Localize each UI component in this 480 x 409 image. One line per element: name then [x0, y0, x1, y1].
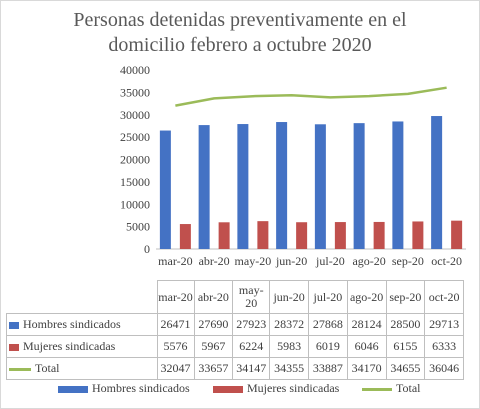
table-series-label: Total [35, 361, 60, 375]
data-table: mar-20 abr-20 may-20 jun-20 jul-20 ago-20 sep-… [6, 280, 464, 380]
table-cell: 6046 [346, 335, 387, 358]
legend-label: Hombres sindicados [92, 381, 190, 395]
legend-swatch [58, 385, 88, 393]
x-tick-label: sep-20 [392, 254, 424, 268]
table-cell: 6155 [385, 335, 426, 358]
bar-mujeres [257, 221, 269, 249]
table-cell: 6224 [232, 335, 271, 358]
table-cell: 34655 [385, 357, 426, 380]
bar-hombres [237, 124, 249, 249]
y-tick-label: 10000 [120, 197, 150, 211]
table-cell: 5576 [156, 335, 195, 358]
bar-hombres [198, 125, 210, 249]
table-row: Mujeres sindicadas 5576 5967 6224 5983 6019 60… [6, 335, 464, 358]
table-cell: 28124 [346, 313, 387, 336]
table-series-name: Total [6, 357, 158, 380]
table-header-cell: jun-20 [269, 280, 309, 314]
table-cell: 28500 [385, 313, 426, 336]
table-cell: 28372 [269, 313, 309, 336]
chart-plot: 0 5000 10000 15000 20000 25000 30000 35000 40000… [120, 63, 466, 268]
table-cell: 6333 [424, 335, 464, 358]
chart-title: Personas detenidas preventivamente en el… [0, 8, 480, 58]
table-corner [6, 280, 158, 314]
legend-swatch [362, 387, 392, 391]
legend-item: Mujeres sindicadas [213, 381, 339, 396]
table-header-cell: ago-20 [346, 280, 387, 314]
legend-label: Mujeres sindicadas [247, 381, 340, 395]
table-header-cell: abr-20 [193, 280, 234, 314]
table-header-cell: oct-20 [424, 280, 464, 314]
y-tick-label: 20000 [120, 153, 150, 167]
series-key-swatch [9, 321, 19, 329]
table-series-name: Hombres sindicados [6, 313, 158, 336]
table-header-cell: sep-20 [385, 280, 426, 314]
legend-label: Total [396, 381, 421, 395]
table-cell: 34147 [232, 357, 271, 380]
table-cell: 5967 [193, 335, 234, 358]
table-cell: 36046 [424, 357, 464, 380]
x-tick-label: jun-20 [275, 254, 307, 268]
table-cell: 34355 [269, 357, 309, 380]
y-tick-label: 40000 [120, 63, 150, 77]
bar-mujeres [412, 221, 424, 249]
y-tick-label: 30000 [120, 108, 150, 122]
table-cell: 34170 [346, 357, 387, 380]
bar-hombres [276, 122, 288, 249]
table-cell: 32047 [156, 357, 195, 380]
bar-mujeres [218, 222, 230, 249]
table-series-name: Mujeres sindicadas [6, 335, 158, 358]
y-tick-label: 5000 [126, 220, 150, 234]
series-key-swatch [9, 367, 31, 371]
chart-title-line-1: Personas detenidas preventivamente en el [73, 9, 407, 31]
bar-hombres [314, 124, 326, 249]
table-cell: 29713 [424, 313, 464, 336]
bar-hombres [392, 121, 404, 249]
table-cell: 27923 [232, 313, 271, 336]
legend-item: Total [362, 381, 421, 396]
bar-mujeres [334, 222, 346, 249]
bar-mujeres [179, 224, 191, 249]
y-tick-label: 35000 [120, 85, 150, 99]
bar-hombres [431, 116, 443, 249]
x-tick-label: mar-20 [158, 254, 192, 268]
table-series-label: Hombres sindicados [23, 317, 121, 331]
table-cell: 27690 [193, 313, 234, 336]
series-line-total [175, 86, 447, 107]
bar-mujeres [451, 220, 463, 249]
table-series-label: Mujeres sindicadas [23, 339, 116, 353]
x-tick-label: abr-20 [199, 254, 230, 268]
bar-hombres [159, 130, 171, 249]
table-header-cell: jul-20 [308, 280, 348, 314]
x-tick-label: ago-20 [352, 254, 385, 268]
table-cell: 26471 [156, 313, 195, 336]
table-cell: 27868 [308, 313, 348, 336]
bar-mujeres [296, 222, 308, 249]
y-tick-label: 15000 [120, 175, 150, 189]
table-cell: 33887 [308, 357, 348, 380]
legend-item: Hombres sindicados [58, 381, 190, 396]
table-row: Total 32047 33657 34147 34355 33887 34170 34655… [6, 357, 464, 380]
table-row: Hombres sindicados 26471 27690 27923 28372 27… [6, 313, 464, 336]
x-tick-label: oct-20 [431, 254, 462, 268]
table-header-cell: may-20 [232, 280, 271, 314]
bar-hombres [353, 123, 365, 249]
legend-swatch [213, 385, 243, 393]
table-cell: 5983 [269, 335, 309, 358]
x-tick-label: jul-20 [315, 254, 345, 268]
table-header-cell: mar-20 [156, 280, 195, 314]
y-tick-label: 25000 [120, 130, 150, 144]
x-tick-label: may-20 [235, 254, 272, 268]
bar-mujeres [373, 221, 385, 249]
y-tick-label: 0 [144, 242, 150, 256]
table-cell: 33657 [193, 357, 234, 380]
chart-title-line-2: domicilio febrero a octubre 2020 [108, 34, 372, 56]
series-key-swatch [9, 343, 19, 351]
table-cell: 6019 [308, 335, 348, 358]
